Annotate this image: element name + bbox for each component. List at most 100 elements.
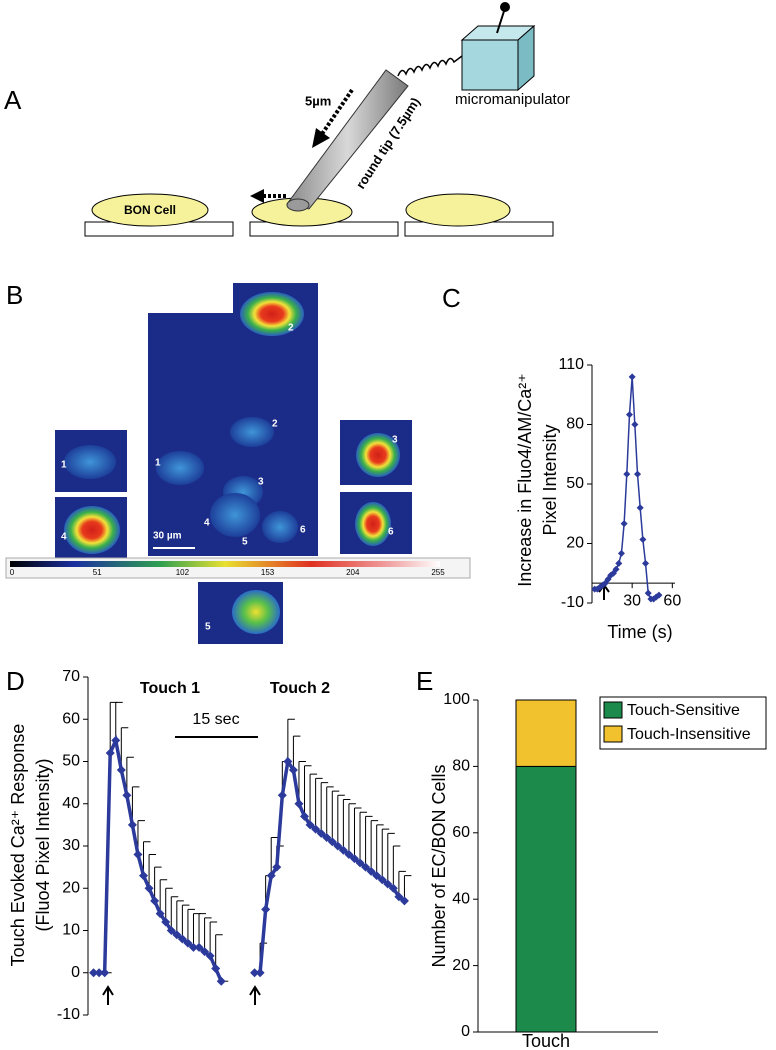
cell-number: 6	[300, 525, 306, 536]
legend-swatch	[603, 701, 623, 719]
error-bar	[148, 853, 157, 889]
inset-number: 4	[61, 532, 67, 543]
knob	[500, 2, 510, 12]
y-tick-label: -10	[57, 1006, 80, 1023]
error-bar	[387, 832, 395, 885]
error-bar	[337, 794, 345, 846]
colorbar-tick-label: 51	[93, 568, 102, 577]
cell	[64, 506, 120, 554]
series-line	[594, 376, 660, 600]
error-bar	[159, 879, 168, 914]
panel-c: C Increase in Fluo4/AM/Ca²⁺ Pixel Intens…	[442, 283, 681, 642]
error-bar	[353, 807, 362, 859]
error-bar	[270, 837, 279, 876]
data-point	[111, 735, 121, 745]
data-point	[394, 892, 404, 902]
panel-label: E	[416, 666, 433, 696]
data-point	[655, 591, 663, 599]
data-point	[250, 968, 260, 978]
data-point	[150, 896, 160, 906]
data-point	[399, 896, 409, 906]
panel-e: E Number of EC/BON Cells 0 20 40 60 80 100 Tou…	[416, 666, 767, 1050]
error-bar	[331, 790, 340, 842]
data-point	[161, 917, 171, 927]
error-bar	[198, 913, 207, 948]
data-point	[122, 790, 132, 800]
y-tick-label: 70	[62, 668, 80, 685]
stimulus-arrow	[102, 985, 114, 1005]
arrow	[320, 88, 354, 136]
error-bar	[370, 820, 379, 872]
data-point	[266, 871, 276, 881]
data-point	[133, 849, 143, 859]
y-tick-label: 40	[62, 795, 80, 812]
data-point	[216, 976, 226, 986]
panel-label: B	[6, 280, 23, 310]
data-point	[327, 837, 337, 847]
cell	[64, 445, 116, 479]
stimulus-arrow	[249, 985, 261, 1005]
panel-label: A	[4, 85, 22, 115]
data-point	[388, 883, 398, 893]
inset-number: 5	[205, 622, 211, 633]
inset-number: 3	[392, 435, 398, 446]
data-point	[625, 411, 633, 419]
y-axis-label: Number of EC/BON Cells	[429, 764, 449, 967]
x-axis-label: Time (s)	[607, 622, 672, 642]
y-tick-label: 60	[452, 824, 470, 841]
y-tick-label: -10	[561, 594, 584, 611]
panel-a: A BON Cell micromanipulator 5µm round ti…	[4, 2, 570, 237]
retraction-label: 5µm	[305, 93, 331, 108]
data-point	[139, 871, 149, 881]
data-point	[155, 909, 165, 919]
y-tick-label: 20	[62, 879, 80, 896]
legend-swatch	[603, 725, 623, 743]
data-point	[100, 968, 110, 978]
data-point	[344, 849, 354, 859]
colorbar	[10, 561, 440, 567]
data-point	[89, 968, 99, 978]
error-bar	[204, 917, 212, 952]
y-tick-label: 10	[62, 922, 80, 939]
panel-label: D	[6, 666, 25, 696]
inset-number: 6	[388, 527, 394, 538]
data-point	[177, 934, 187, 944]
data-point	[188, 942, 198, 952]
y-tick-label: 80	[566, 416, 584, 433]
data-point	[372, 871, 382, 881]
cell-number: 4	[204, 518, 210, 529]
scale-bar-label: 30 µm	[153, 531, 182, 542]
pipette-tip	[286, 198, 310, 212]
cell	[262, 511, 298, 543]
data-point	[634, 470, 642, 478]
data-point	[623, 470, 631, 478]
cell	[355, 502, 391, 546]
y-tick-label: 80	[452, 758, 470, 775]
annotation: Touch 1	[140, 680, 200, 697]
data-point	[144, 883, 154, 893]
legend-frame	[599, 696, 767, 750]
cable	[397, 55, 463, 77]
data-point	[200, 947, 210, 957]
error-bar	[326, 786, 334, 838]
data-point	[105, 748, 115, 758]
data-point	[300, 811, 310, 821]
inset-number: 1	[61, 460, 67, 471]
y-tick-label: 20	[452, 957, 470, 974]
error-bar	[403, 875, 412, 901]
data-point	[631, 421, 639, 428]
arrowhead	[312, 128, 330, 148]
data-point	[322, 833, 332, 843]
error-bar	[187, 908, 195, 944]
colorbar-tick-label: 102	[176, 568, 190, 577]
panel-b: B 1 2 3 4 5 6 2 1 4 3 6 5 30 µm 0 51 102 15…	[5, 280, 471, 644]
colorbar-tick-label: 0	[10, 568, 15, 577]
error-bar	[392, 845, 401, 889]
data-point	[316, 828, 326, 838]
error-bar	[376, 824, 384, 876]
knob-stem	[496, 7, 506, 34]
cell	[240, 292, 304, 336]
error-bar	[320, 782, 329, 834]
y-tick-label: 50	[62, 753, 80, 770]
legend-label: Touch-Insensitive	[627, 726, 751, 743]
